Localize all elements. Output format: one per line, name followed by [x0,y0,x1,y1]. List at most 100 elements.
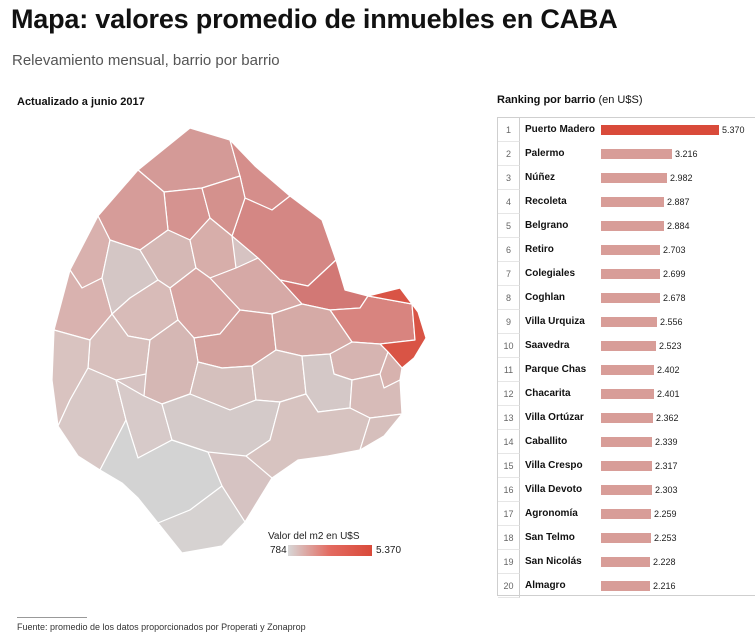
map-district-colegiales[interactable] [201,175,246,237]
rank-row: 8 Coghlan 2.678 [498,286,755,310]
rank-value-label: 2.216 [653,581,676,591]
rank-value-label: 2.303 [655,485,678,495]
rank-value-label: 2.339 [655,437,678,447]
rank-neighborhood-name: Villa Ortúzar [525,412,584,423]
rank-number: 6 [498,238,520,262]
rank-number: 17 [498,502,520,526]
rank-row: 6 Retiro 2.703 [498,238,755,262]
rank-row: 2 Palermo 3.216 [498,142,755,166]
rank-row: 4 Recoleta 2.887 [498,190,755,214]
rank-neighborhood-name: Caballito [525,436,568,447]
rank-number: 14 [498,430,520,454]
rank-number: 3 [498,166,520,190]
map-district-villa-lugano[interactable] [157,485,246,554]
rank-row: 14 Caballito 2.339 [498,430,755,454]
rank-value-label: 2.317 [655,461,678,471]
rank-value-label: 2.678 [663,293,686,303]
rank-bar [601,245,660,255]
rank-number: 2 [498,142,520,166]
rank-value-label: 2.703 [663,245,686,255]
rank-number: 11 [498,358,520,382]
rank-row: 19 San Nicolás 2.228 [498,550,755,574]
rank-bar [601,509,651,519]
rank-number: 5 [498,214,520,238]
rank-row: 1 Puerto Madero 5.370 [498,118,755,142]
rank-value-label: 2.259 [654,509,677,519]
map-caption: Actualizado a junio 2017 [17,96,145,108]
rank-bar [601,269,660,279]
ranking-table: 1 Puerto Madero 5.370 2 Palermo 3.216 3 Núñez 2.… [497,117,755,598]
rank-neighborhood-name: San Telmo [525,532,575,543]
rank-neighborhood-name: Chacarita [525,388,571,399]
rank-neighborhood-name: Recoleta [525,196,567,207]
rank-bar [601,197,664,207]
rank-number: 19 [498,550,520,574]
rank-value-label: 2.887 [667,197,690,207]
rank-bar [601,533,651,543]
rank-number: 4 [498,190,520,214]
rank-number: 9 [498,310,520,334]
rank-number: 10 [498,334,520,358]
rank-neighborhood-name: Agronomía [525,508,578,519]
rank-row: 3 Núñez 2.982 [498,166,755,190]
rank-bar [601,293,660,303]
rank-row: 16 Villa Devoto 2.303 [498,478,755,502]
rank-row: 7 Colegiales 2.699 [498,262,755,286]
legend-max-label: 5.370 [376,545,402,556]
rank-number: 20 [498,574,520,598]
rank-bar [601,341,656,351]
rank-row: 18 San Telmo 2.253 [498,526,755,550]
rank-row: 5 Belgrano 2.884 [498,214,755,238]
rank-neighborhood-name: San Nicolás [525,556,582,567]
ranking-title-unit: (en U$S) [598,94,643,106]
rank-neighborhood-name: Palermo [525,148,565,159]
rank-bar [601,149,672,159]
ranking-title: Ranking por barrio (en U$S) [497,94,643,106]
footer-divider [17,617,87,618]
rank-neighborhood-name: Colegiales [525,268,576,279]
rank-neighborhood-name: Núñez [525,172,555,183]
rank-number: 1 [498,118,520,142]
rank-number: 15 [498,454,520,478]
rank-row: 20 Almagro 2.216 [498,574,755,598]
rank-bar [601,221,664,231]
rank-bar [601,413,653,423]
rank-value-label: 2.362 [656,413,679,423]
rank-bar [601,437,652,447]
rank-number: 13 [498,406,520,430]
map-district-la-boca[interactable] [359,413,403,451]
legend-min-label: 784 [270,545,287,556]
source-note: Fuente: promedio de los datos proporcion… [17,622,306,632]
rank-neighborhood-name: Coghlan [525,292,565,303]
rank-number: 12 [498,382,520,406]
rank-bar [601,389,654,399]
rank-value-label: 2.884 [667,221,690,231]
rank-neighborhood-name: Almagro [525,580,566,591]
rank-neighborhood-name: Villa Devoto [525,484,583,495]
rank-bar [601,125,719,135]
map-district-barracas[interactable] [245,393,371,479]
rank-number: 8 [498,286,520,310]
rank-bar [601,365,654,375]
rank-value-label: 2.523 [659,341,682,351]
page-subtitle: Relevamiento mensual, barrio por barrio [12,52,280,69]
rank-bar [601,485,652,495]
rank-bar [601,581,650,591]
rank-bar [601,461,652,471]
rank-row: 11 Parque Chas 2.402 [498,358,755,382]
rank-value-label: 2.228 [653,557,676,567]
rank-row: 17 Agronomía 2.259 [498,502,755,526]
caba-choropleth-map[interactable] [40,118,440,558]
rank-value-label: 2.982 [670,173,693,183]
rank-number: 18 [498,526,520,550]
page-title: Mapa: valores promedio de inmuebles en C… [11,4,618,34]
legend-title: Valor del m2 en U$S [268,531,360,542]
rank-value-label: 2.401 [657,389,680,399]
rank-neighborhood-name: Puerto Madero [525,124,596,135]
rank-value-label: 2.402 [657,365,680,375]
rank-value-label: 5.370 [722,125,745,135]
rank-number: 7 [498,262,520,286]
rank-row: 13 Villa Ortúzar 2.362 [498,406,755,430]
rank-row: 15 Villa Crespo 2.317 [498,454,755,478]
ranking-title-bold: Ranking por barrio [497,94,596,106]
